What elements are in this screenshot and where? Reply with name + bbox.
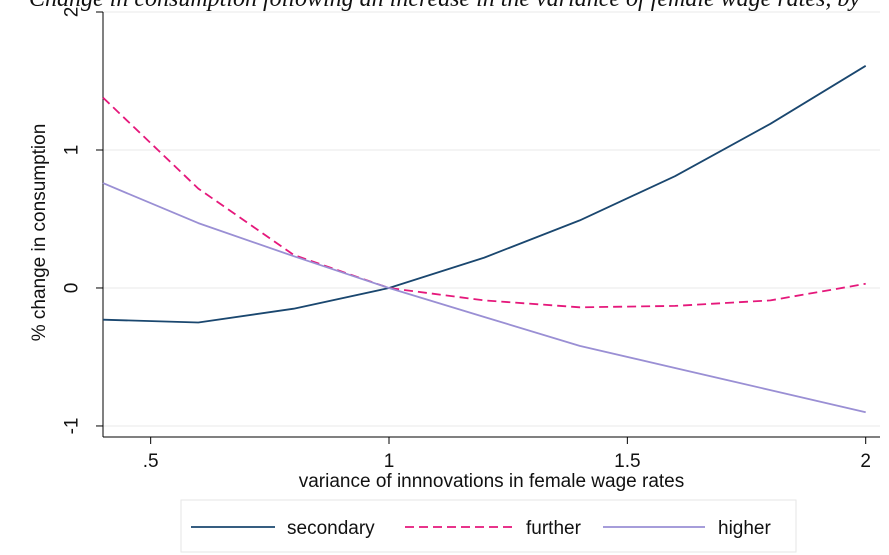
y-tick-label: 0 <box>62 283 83 294</box>
y-tick-label: 1 <box>62 145 83 156</box>
y-tick-label: 2 <box>62 7 83 18</box>
series-line-higher <box>102 182 866 414</box>
series-lines <box>102 65 867 414</box>
legend-label-further: further <box>526 518 582 539</box>
chart-title-fragment: Change in consumption following an incre… <box>0 0 889 13</box>
legend-box <box>180 499 797 553</box>
x-tick-label: 1.5 <box>614 451 640 472</box>
legend: secondary further higher <box>180 499 797 553</box>
series-line-secondary <box>102 65 867 324</box>
series-line-further <box>102 96 866 309</box>
x-tick-label: .5 <box>143 451 159 472</box>
x-axis-title: variance of innnovations in female wage … <box>299 471 685 492</box>
legend-label-higher: higher <box>718 518 771 539</box>
x-tick-label: 2 <box>860 451 871 472</box>
legend-label-secondary: secondary <box>287 518 375 539</box>
y-tick-label: -1 <box>62 418 83 435</box>
gridlines <box>103 11 880 427</box>
y-axis-title: % change in consumption <box>29 124 50 342</box>
axes: -1 0 1 2 .5 1 1.5 2 <box>62 7 880 472</box>
x-tick-label: 1 <box>384 451 395 472</box>
